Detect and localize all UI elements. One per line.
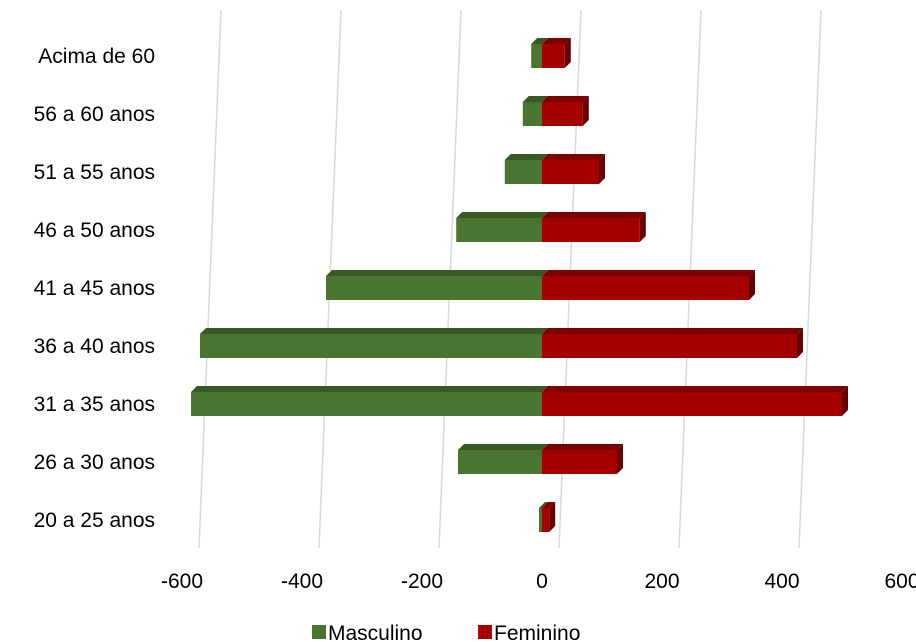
bar [542, 386, 848, 416]
category-labels: 20 a 25 anos 26 a 30 anos 31 a 35 anos 36 a… [34, 45, 155, 532]
bar [542, 154, 605, 184]
category-label: 31 a 35 anos [34, 393, 155, 416]
x-tick-label: -200 [401, 570, 443, 593]
legend-label-masculino: Masculino [328, 622, 423, 642]
category-label: 26 a 30 anos [34, 451, 155, 474]
x-tick-label: -600 [161, 570, 203, 593]
legend-swatch-masculino [312, 625, 326, 639]
bar [542, 270, 755, 300]
bar [542, 96, 589, 126]
bar [542, 38, 571, 68]
legend: Masculino Feminino [312, 622, 580, 642]
gridline [198, 9, 222, 549]
x-tick-label: 200 [644, 570, 679, 593]
category-label: Acima de 60 [38, 45, 155, 68]
category-label: 51 a 55 anos [34, 161, 155, 184]
x-tick-label: 600 [884, 570, 916, 593]
bar [456, 212, 548, 242]
bar [326, 270, 548, 300]
x-tick-label: -400 [281, 570, 323, 593]
category-label: 46 a 50 anos [34, 219, 155, 242]
bar [542, 444, 623, 474]
bar [542, 328, 803, 358]
category-label: 41 a 45 anos [34, 277, 155, 300]
x-tick-label: 400 [764, 570, 799, 593]
x-axis-tick-labels: -600 -400 -200 0 200 400 600 [161, 570, 916, 593]
bar [504, 154, 548, 184]
x-tick-label: 0 [536, 570, 548, 593]
bar [458, 444, 548, 474]
legend-swatch-feminino [478, 625, 492, 639]
bar [531, 38, 548, 68]
bar [539, 502, 548, 532]
gridline [798, 9, 822, 549]
bar [522, 96, 548, 126]
category-label: 36 a 40 anos [34, 335, 155, 358]
bar [191, 386, 548, 416]
bar [200, 328, 548, 358]
category-label: 20 a 25 anos [34, 509, 155, 532]
legend-label-feminino: Feminino [494, 622, 580, 642]
bar [542, 212, 646, 242]
category-label: 56 a 60 anos [34, 103, 155, 126]
bars [191, 38, 848, 532]
bar [542, 502, 556, 532]
